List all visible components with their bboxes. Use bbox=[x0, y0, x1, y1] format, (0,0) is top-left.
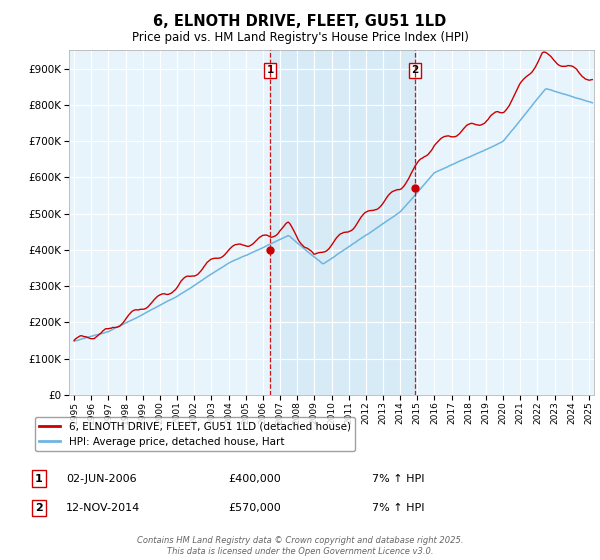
Text: Contains HM Land Registry data © Crown copyright and database right 2025.
This d: Contains HM Land Registry data © Crown c… bbox=[137, 536, 463, 556]
Text: 7% ↑ HPI: 7% ↑ HPI bbox=[372, 474, 425, 484]
Text: 7% ↑ HPI: 7% ↑ HPI bbox=[372, 503, 425, 513]
Text: £400,000: £400,000 bbox=[228, 474, 281, 484]
Text: 2: 2 bbox=[412, 66, 419, 76]
Text: 1: 1 bbox=[35, 474, 43, 484]
Bar bbox=[270, 50, 415, 395]
Legend: 6, ELNOTH DRIVE, FLEET, GU51 1LD (detached house), HPI: Average price, detached : 6, ELNOTH DRIVE, FLEET, GU51 1LD (detach… bbox=[35, 417, 355, 451]
Text: £570,000: £570,000 bbox=[228, 503, 281, 513]
Text: 6, ELNOTH DRIVE, FLEET, GU51 1LD: 6, ELNOTH DRIVE, FLEET, GU51 1LD bbox=[154, 14, 446, 29]
Text: 12-NOV-2014: 12-NOV-2014 bbox=[66, 503, 140, 513]
Text: Price paid vs. HM Land Registry's House Price Index (HPI): Price paid vs. HM Land Registry's House … bbox=[131, 31, 469, 44]
Text: 02-JUN-2006: 02-JUN-2006 bbox=[66, 474, 137, 484]
Text: 1: 1 bbox=[266, 66, 274, 76]
Text: 2: 2 bbox=[35, 503, 43, 513]
